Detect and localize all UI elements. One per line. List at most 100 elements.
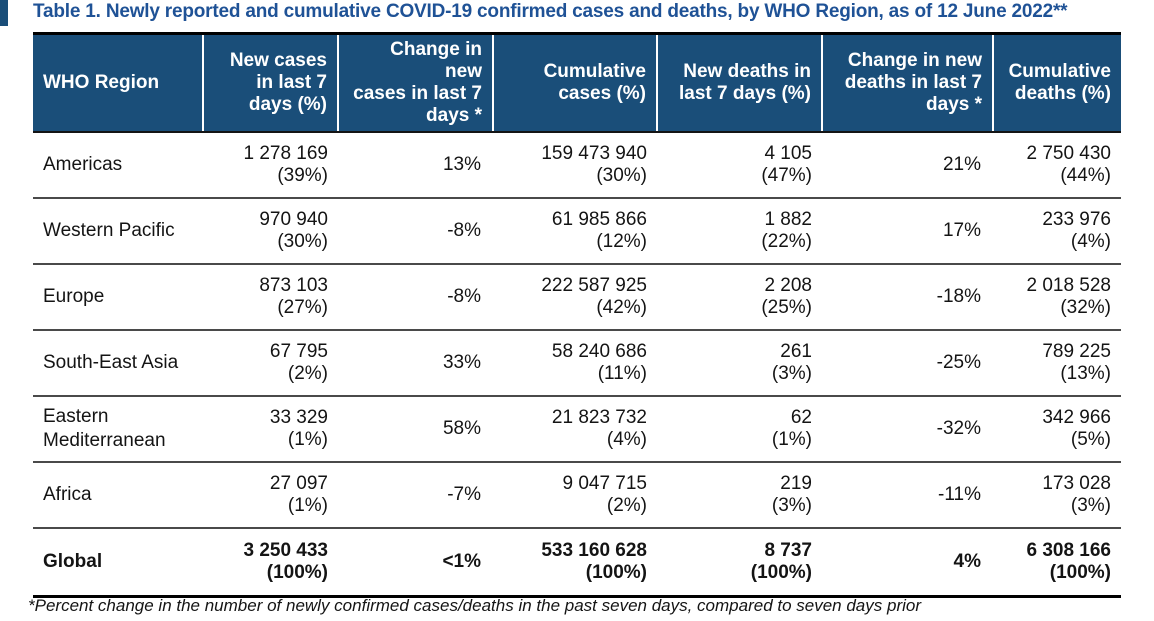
cell-new-deaths: 261 (3%) <box>657 330 822 397</box>
cell-new-cases: 1 278 169 (39%) <box>203 132 338 199</box>
cell-new-cases: 873 103 (27%) <box>203 264 338 331</box>
value-percent: (2%) <box>287 363 328 384</box>
value: 261 <box>780 341 812 362</box>
cell-cumulative-cases: 9 047 715 (2%) <box>493 462 657 529</box>
value-percent: (11%) <box>597 363 647 384</box>
cell-region: Europe <box>33 264 203 331</box>
table-row-eastern-mediterranean: Eastern Mediterranean 33 329 (1%) 58% 21… <box>33 396 1121 463</box>
value: 222 587 925 <box>541 275 647 296</box>
cell-change-new-deaths: -25% <box>822 330 993 397</box>
value-percent: (1%) <box>287 429 328 450</box>
table-row-europe: Europe 873 103 (27%) -8% 222 587 925 (42… <box>33 264 1121 331</box>
value: 3 250 433 <box>243 539 328 561</box>
cell-new-cases: 33 329 (1%) <box>203 396 338 463</box>
col-header-new-deaths: New deaths in last 7 days (%) <box>656 32 822 133</box>
value-percent: (32%) <box>1060 297 1111 318</box>
value-percent: (4%) <box>606 429 647 450</box>
cell-new-cases: 67 795 (2%) <box>203 330 338 397</box>
col-header-change-new-deaths: Change in new deaths in last 7 days * <box>821 32 993 133</box>
value-percent: (3%) <box>771 495 812 516</box>
value-percent: (12%) <box>596 231 647 252</box>
cell-change-new-cases: 33% <box>338 330 493 397</box>
cell-region: South-East Asia <box>33 330 203 397</box>
cell-region: Global <box>33 528 203 598</box>
cell-cumulative-deaths: 173 028 (3%) <box>993 462 1121 529</box>
value: 173 028 <box>1042 473 1111 494</box>
cell-change-new-deaths: 21% <box>822 132 993 199</box>
value: 2 018 528 <box>1026 275 1111 296</box>
cell-change-new-cases: -8% <box>338 264 493 331</box>
value: 533 160 628 <box>541 539 647 561</box>
value: 67 795 <box>269 341 328 362</box>
cell-cumulative-cases: 159 473 940 (30%) <box>493 132 657 199</box>
cell-change-new-deaths: -32% <box>822 396 993 463</box>
value: 4 105 <box>764 143 812 164</box>
value-percent: (30%) <box>596 165 647 186</box>
value: 33 329 <box>269 407 328 428</box>
cell-new-cases: 970 940 (30%) <box>203 198 338 265</box>
col-header-who-region: WHO Region <box>33 32 203 133</box>
value: 21 823 732 <box>551 407 647 428</box>
cell-new-deaths: 2 208 (25%) <box>657 264 822 331</box>
value: 8 737 <box>764 539 812 561</box>
table-row-global: Global 3 250 433 (100%) <1% 533 160 628 … <box>33 528 1121 598</box>
cell-region: Western Pacific <box>33 198 203 265</box>
table-row-south-east-asia: South-East Asia 67 795 (2%) 33% 58 240 6… <box>33 330 1121 397</box>
cell-region: Africa <box>33 462 203 529</box>
value: 27 097 <box>269 473 328 494</box>
value: 1 882 <box>764 209 812 230</box>
value: 233 976 <box>1042 209 1111 230</box>
value-percent: (1%) <box>287 495 328 516</box>
value: 62 <box>790 407 812 428</box>
value-percent: (1%) <box>771 429 812 450</box>
value: 342 966 <box>1042 407 1111 428</box>
value-percent: (100%) <box>750 561 812 583</box>
value: 789 225 <box>1042 341 1111 362</box>
col-header-new-cases: New cases in last 7 days (%) <box>202 32 338 133</box>
cell-change-new-deaths: -11% <box>822 462 993 529</box>
cell-change-new-deaths: 17% <box>822 198 993 265</box>
cell-cumulative-cases: 533 160 628 (100%) <box>493 528 657 598</box>
value-percent: (47%) <box>761 165 812 186</box>
value-percent: (100%) <box>585 561 647 583</box>
cell-change-new-cases: 58% <box>338 396 493 463</box>
col-header-cumulative-cases: Cumulative cases (%) <box>492 32 657 133</box>
cell-new-deaths: 8 737 (100%) <box>657 528 822 598</box>
value-percent: (13%) <box>1060 363 1111 384</box>
value: 61 985 866 <box>551 209 647 230</box>
value-percent: (42%) <box>596 297 647 318</box>
value-percent: (3%) <box>771 363 812 384</box>
value-percent: (100%) <box>1049 561 1111 583</box>
cell-new-deaths: 62 (1%) <box>657 396 822 463</box>
cell-change-new-cases: -7% <box>338 462 493 529</box>
cell-new-cases: 27 097 (1%) <box>203 462 338 529</box>
value: 159 473 940 <box>541 143 647 164</box>
value: 2 750 430 <box>1026 143 1111 164</box>
value: 873 103 <box>259 275 328 296</box>
cell-new-deaths: 219 (3%) <box>657 462 822 529</box>
value: 6 308 166 <box>1026 539 1111 561</box>
cell-region: Americas <box>33 132 203 199</box>
table-row-western-pacific: Western Pacific 970 940 (30%) -8% 61 985… <box>33 198 1121 265</box>
header-row: WHO Region New cases in last 7 days (%) … <box>33 32 1121 133</box>
col-header-change-new-cases: Change in new cases in last 7 days * <box>337 32 493 133</box>
cell-cumulative-cases: 61 985 866 (12%) <box>493 198 657 265</box>
cell-change-new-deaths: -18% <box>822 264 993 331</box>
value-percent: (27%) <box>277 297 328 318</box>
footnote: *Percent change in the number of newly c… <box>28 596 921 615</box>
value-percent: (39%) <box>277 165 328 186</box>
value-percent: (100%) <box>266 561 328 583</box>
value-percent: (2%) <box>606 495 647 516</box>
cell-cumulative-deaths: 233 976 (4%) <box>993 198 1121 265</box>
cell-region: Eastern Mediterranean <box>33 396 203 463</box>
value: 2 208 <box>764 275 812 296</box>
cell-new-deaths: 1 882 (22%) <box>657 198 822 265</box>
value-percent: (30%) <box>277 231 328 252</box>
cell-new-cases: 3 250 433 (100%) <box>203 528 338 598</box>
value: 219 <box>780 473 812 494</box>
value-percent: (25%) <box>761 297 812 318</box>
value-percent: (22%) <box>761 231 812 252</box>
value: 58 240 686 <box>551 341 647 362</box>
cell-cumulative-deaths: 342 966 (5%) <box>993 396 1121 463</box>
